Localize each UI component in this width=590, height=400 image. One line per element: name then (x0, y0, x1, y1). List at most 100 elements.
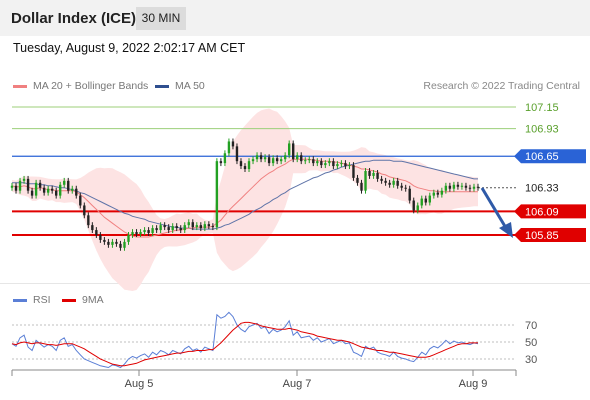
candle-body (400, 185, 403, 188)
candle-94 (388, 179, 391, 188)
candle-body (328, 161, 331, 164)
candle-32 (139, 229, 142, 237)
candle-85 (352, 162, 355, 181)
candle-17 (79, 192, 82, 209)
candle-body (30, 190, 34, 196)
candle-body (452, 184, 456, 189)
candle-body (131, 232, 134, 235)
candle-80 (332, 158, 335, 170)
candle-body (139, 232, 142, 235)
candle-body (279, 159, 283, 162)
candle-89 (368, 168, 371, 179)
candle-61 (255, 152, 259, 163)
candle-13 (63, 177, 66, 188)
candle-62 (259, 152, 263, 163)
candle-104 (428, 192, 431, 206)
candle-112 (460, 182, 464, 190)
candle-body (115, 241, 118, 244)
candle-body (179, 228, 182, 231)
candle-7 (38, 179, 42, 191)
candle-92 (380, 175, 383, 184)
candle-3 (22, 175, 26, 184)
candle-body (364, 171, 367, 191)
candle-53 (223, 150, 227, 167)
candle-body (79, 195, 82, 206)
candle-5 (30, 187, 34, 199)
candle-8 (42, 184, 46, 196)
candle-86 (356, 174, 359, 186)
candle-31 (135, 229, 138, 237)
candle-91 (376, 170, 379, 182)
candle-body (408, 188, 411, 201)
candle-115 (472, 183, 476, 192)
candle-body (340, 163, 343, 165)
candle-99 (408, 185, 411, 204)
candle-9 (46, 185, 50, 196)
timeframe-badge[interactable]: 30 MIN (136, 7, 186, 30)
candle-78 (324, 160, 327, 169)
candle-body (352, 165, 355, 178)
candle-body (356, 177, 359, 183)
candle-30 (131, 229, 134, 238)
rsi-tick-30: 30 (525, 354, 537, 366)
candle-106 (436, 189, 440, 198)
candle-body (42, 187, 46, 193)
candle-body (50, 188, 54, 191)
candle-4 (26, 175, 30, 194)
candle-body (175, 226, 178, 229)
candle-10 (50, 185, 54, 194)
candle-body (283, 155, 287, 160)
candle-50 (211, 223, 215, 231)
support-label-105.85: 105.85 (525, 230, 559, 242)
candle-body (472, 186, 476, 189)
candle-body (167, 227, 170, 231)
candle-body (127, 235, 130, 242)
candle-body (227, 141, 231, 154)
candle-body (159, 225, 162, 231)
candle-body (26, 178, 30, 191)
candle-body (235, 146, 239, 162)
candle-body (392, 180, 395, 185)
time-axis-layer: Aug 5 Aug 7 Aug 9 (11, 369, 517, 390)
candle-88 (364, 168, 367, 194)
candle-body (380, 178, 383, 181)
target-label-107.15: 107.15 (525, 102, 559, 114)
candle-42 (179, 225, 182, 234)
candle-19 (87, 212, 90, 229)
chart-datetime: Tuesday, August 9, 2022 2:02:17 AM CET (13, 41, 246, 55)
candle-body (388, 182, 391, 185)
moving-average-layer (11, 158, 478, 238)
candle-body (271, 158, 275, 164)
candle-43 (183, 222, 186, 234)
candle-57 (239, 158, 243, 170)
resistance-label-106.65: 106.65 (525, 151, 559, 163)
candle-33 (143, 227, 146, 235)
panel-divider (0, 283, 590, 284)
candle-6 (34, 179, 38, 199)
candle-81 (336, 161, 339, 170)
legend-rsi: RSI (13, 294, 51, 306)
candle-98 (404, 184, 407, 192)
candle-54 (227, 138, 231, 157)
legend-ma20: MA 20 + Bollinger Bands (13, 80, 148, 92)
candle-77 (320, 158, 323, 169)
candle-body (464, 185, 468, 188)
candle-body (71, 188, 74, 191)
candle-body (46, 188, 50, 193)
candle-36 (155, 225, 158, 234)
candle-body (91, 225, 94, 231)
candle-body (255, 155, 259, 160)
candle-body (312, 159, 315, 164)
candle-body (111, 241, 114, 245)
candle-100 (412, 197, 415, 214)
legend-ma50-label: MA 50 (175, 80, 205, 92)
legend-ma50-swatch (155, 84, 169, 88)
candle-body (416, 205, 419, 211)
candle-105 (432, 189, 436, 199)
candle-90 (372, 170, 375, 179)
candle-76 (316, 158, 319, 167)
candle-74 (308, 156, 311, 164)
candle-47 (199, 222, 203, 232)
candle-28 (123, 238, 126, 251)
